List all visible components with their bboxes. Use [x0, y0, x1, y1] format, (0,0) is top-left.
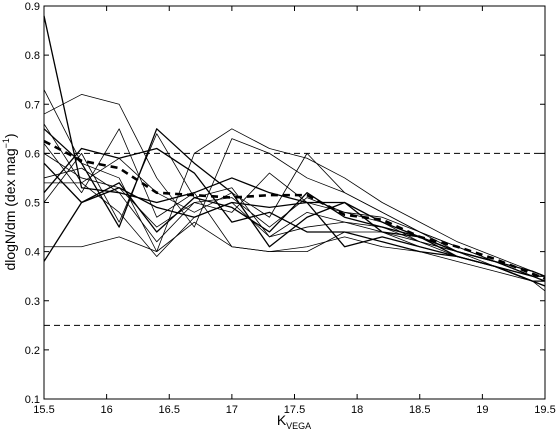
y-tick-label-1: 0.1 [25, 394, 40, 406]
x-axis-ticks: 15.5 16 16.5 17 17.5 18 18.5 19 19.5 [33, 6, 556, 416]
x-tick-label-3: 16.5 [159, 404, 180, 416]
x-tick-label-8: 19 [476, 404, 488, 416]
x-axis-label-subscript: VEGA [286, 421, 311, 431]
mean-series-line [43, 139, 546, 280]
y-tick-label-9: 0.9 [25, 1, 40, 13]
y-tick-label-4: 0.4 [25, 247, 40, 259]
y-axis-label-end: ) [2, 133, 18, 138]
x-tick-label-1: 15.5 [33, 404, 54, 416]
y-axis-label-main: dlogN/dm (dex mag [2, 148, 18, 270]
y-axis-ticks: 0.1 0.2 0.3 0.4 0.5 0.6 0.7 0.8 0.9 [25, 1, 545, 406]
x-tick-label-5: 17.5 [284, 404, 305, 416]
series-line-11 [43, 133, 546, 287]
y-tick-label-8: 0.8 [25, 50, 40, 62]
x-tick-label-7: 18.5 [409, 404, 430, 416]
series-lines [43, 15, 546, 292]
x-tick-label-6: 18 [351, 404, 363, 416]
series-line-13 [43, 187, 545, 282]
x-tick-label-4: 17 [226, 404, 238, 416]
series-line-8 [43, 167, 546, 282]
series-line-14 [43, 123, 546, 277]
x-tick-label-2: 16 [101, 404, 113, 416]
y-axis-label-superscript: −1 [1, 138, 11, 148]
y-tick-label-5: 0.5 [25, 198, 40, 210]
series-line-12 [44, 221, 546, 287]
x-tick-label-9: 19.5 [534, 404, 555, 416]
series-line-2 [43, 89, 546, 277]
y-tick-label-3: 0.3 [25, 296, 40, 308]
reference-lines [44, 152, 545, 326]
x-axis-label: KVEGA [277, 412, 311, 431]
mean-line [43, 139, 546, 280]
y-tick-label-6: 0.6 [25, 148, 40, 160]
x-axis-label-main: K [277, 412, 287, 428]
y-tick-label-2: 0.2 [25, 345, 40, 357]
y-tick-label-7: 0.7 [25, 99, 40, 111]
y-axis-label: dlogN/dm (dex mag−1) [1, 133, 18, 270]
